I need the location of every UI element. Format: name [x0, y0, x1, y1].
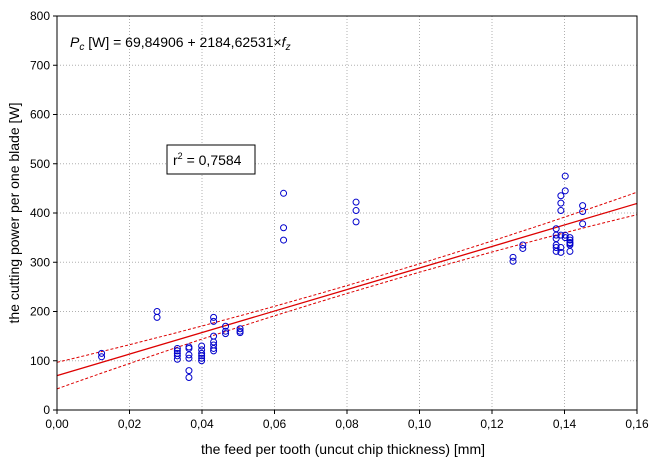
y-tick-label: 600	[30, 108, 50, 122]
equation-var: f	[282, 34, 288, 50]
data-point	[210, 317, 218, 325]
data-point	[557, 192, 565, 200]
data-point	[552, 247, 560, 255]
x-tick-label: 0,10	[408, 417, 432, 431]
data-point	[352, 207, 360, 215]
data-point	[173, 344, 181, 352]
data-point	[552, 231, 560, 239]
x-axis-title: the feed per tooth (uncut chip thickness…	[201, 441, 485, 457]
y-tick-label: 200	[30, 305, 50, 319]
data-point	[566, 247, 574, 255]
data-point	[210, 347, 218, 355]
x-tick-label: 0,08	[335, 417, 359, 431]
y-axis-title: the cutting power per one blade [W]	[6, 102, 22, 323]
data-point	[352, 218, 360, 226]
data-point	[552, 243, 560, 251]
x-tick-label: 0,12	[480, 417, 504, 431]
data-point	[566, 236, 574, 244]
data-point	[557, 207, 565, 215]
data-point	[557, 243, 565, 251]
x-tick-label: 0,16	[625, 417, 649, 431]
data-point	[198, 354, 206, 362]
data-point	[173, 355, 181, 363]
grid-lines	[57, 16, 637, 410]
regression-equation: Pc [W] = 69,84906 + 2184,62531×fz	[70, 34, 291, 53]
y-tick-label: 400	[30, 206, 50, 220]
confidence-band	[56, 191, 638, 390]
data-point	[210, 344, 218, 352]
r2-body: = 0,7584	[183, 152, 242, 168]
data-point	[210, 313, 218, 321]
r2-prefix: r	[173, 152, 178, 168]
data-points	[98, 172, 587, 381]
data-point	[561, 172, 569, 180]
data-point	[579, 220, 587, 228]
r-squared-label: r2 = 0,7584	[173, 151, 242, 168]
data-point	[352, 198, 360, 206]
equation-var-sub: z	[285, 42, 291, 53]
fit-line	[56, 202, 638, 377]
data-point	[579, 202, 587, 210]
x-tick-label: 0,02	[118, 417, 142, 431]
equation-sub: c	[79, 42, 84, 53]
data-point	[198, 349, 206, 357]
data-point	[210, 332, 218, 340]
y-tick-label: 700	[30, 58, 50, 72]
data-point	[557, 248, 565, 256]
data-point	[557, 199, 565, 207]
equation-body: [W] = 69,84906 + 2184,62531×	[84, 34, 281, 50]
data-point	[98, 353, 106, 361]
r2-sup: 2	[178, 151, 183, 161]
data-point	[173, 352, 181, 360]
data-point	[552, 225, 560, 233]
y-tick-label: 100	[30, 354, 50, 368]
data-point	[222, 330, 230, 338]
data-point	[153, 313, 161, 321]
data-point	[185, 351, 193, 359]
x-axis-ticks: 0,00 0,02 0,04 0,06 0,08 0,10 0,12 0,14 0,16	[45, 410, 649, 431]
y-tick-label: 0	[43, 403, 50, 417]
data-point	[579, 208, 587, 216]
data-point	[509, 253, 517, 261]
data-point	[519, 244, 527, 252]
data-point	[236, 329, 244, 337]
data-point	[509, 257, 517, 265]
data-point	[185, 367, 193, 375]
data-point	[280, 224, 288, 232]
data-point	[561, 187, 569, 195]
y-axis-ticks: 0 100 200 300 400 500 600 700 800	[30, 9, 57, 417]
regression-line	[56, 202, 638, 377]
data-point	[198, 342, 206, 350]
data-point	[280, 189, 288, 197]
data-point	[519, 241, 527, 249]
data-point	[98, 349, 106, 357]
r-squared-box	[166, 144, 256, 175]
y-tick-label: 800	[30, 9, 50, 23]
data-point	[185, 373, 193, 381]
x-tick-label: 0,00	[45, 417, 69, 431]
data-point	[222, 327, 230, 335]
x-tick-label: 0,04	[190, 417, 214, 431]
equation-prefix: P	[70, 34, 80, 50]
data-point	[236, 325, 244, 333]
y-tick-label: 300	[30, 255, 50, 269]
data-point	[185, 354, 193, 362]
x-tick-label: 0,06	[263, 417, 287, 431]
data-point	[198, 352, 206, 360]
data-point	[173, 347, 181, 355]
y-tick-label: 500	[30, 157, 50, 171]
x-tick-label: 0,14	[553, 417, 577, 431]
data-point	[198, 357, 206, 365]
data-point	[222, 322, 230, 330]
confidence-upper	[56, 191, 638, 363]
data-point	[280, 236, 288, 244]
confidence-lower	[56, 214, 638, 390]
